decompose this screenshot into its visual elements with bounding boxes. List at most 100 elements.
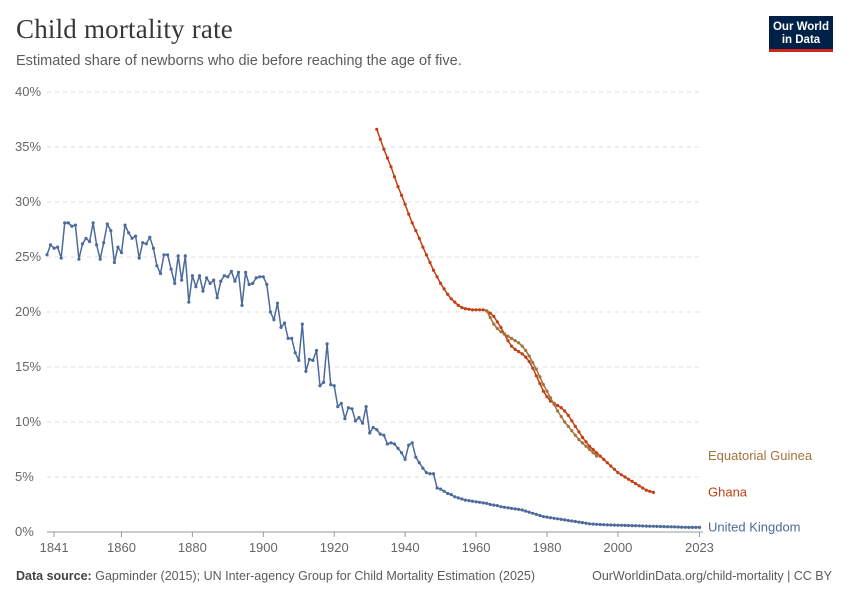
data-point-united-kingdom bbox=[470, 499, 475, 503]
x-axis-ticks: 1841 1860 1880 1900 1920 1940 1960 1980 2000 2023 bbox=[40, 532, 714, 555]
data-point-united-kingdom bbox=[148, 235, 152, 239]
data-point-equatorial-guinea bbox=[552, 402, 556, 406]
data-point-united-kingdom bbox=[563, 518, 567, 522]
data-point-united-kingdom bbox=[577, 520, 581, 524]
data-point-united-kingdom bbox=[63, 221, 67, 225]
owid-logo[interactable]: Our World in Data bbox=[769, 16, 833, 52]
data-point-equatorial-guinea bbox=[591, 451, 595, 455]
data-point-united-kingdom bbox=[658, 524, 663, 529]
data-point-ghana bbox=[573, 424, 577, 428]
x-tick-label: 1900 bbox=[249, 540, 278, 555]
data-point-united-kingdom bbox=[304, 369, 308, 373]
data-point-ghana bbox=[456, 303, 460, 307]
data-point-united-kingdom bbox=[552, 516, 556, 520]
data-point-ghana bbox=[403, 202, 407, 206]
data-point-united-kingdom bbox=[637, 524, 641, 528]
data-point-united-kingdom bbox=[389, 441, 393, 445]
data-point-united-kingdom bbox=[403, 457, 407, 461]
data-point-united-kingdom bbox=[697, 525, 702, 530]
series-label-united-kingdom[interactable]: United Kingdom bbox=[708, 519, 801, 534]
x-tick-label: 1920 bbox=[320, 540, 349, 555]
x-tick-label: 1860 bbox=[107, 540, 136, 555]
data-point-equatorial-guinea bbox=[563, 420, 567, 424]
data-point-united-kingdom bbox=[644, 524, 648, 528]
data-point-united-kingdom bbox=[619, 523, 624, 527]
data-point-united-kingdom bbox=[91, 221, 95, 225]
data-point-united-kingdom bbox=[538, 513, 542, 518]
data-point-united-kingdom bbox=[357, 416, 361, 420]
data-point-united-kingdom bbox=[407, 443, 411, 447]
data-point-united-kingdom bbox=[680, 525, 684, 529]
data-point-united-kingdom bbox=[428, 472, 432, 476]
data-point-ghana bbox=[463, 307, 467, 311]
data-point-ghana bbox=[616, 471, 620, 475]
data-point-equatorial-guinea bbox=[506, 334, 510, 338]
y-tick-label: 0% bbox=[15, 524, 34, 539]
series-labels: United Kingdom Ghana Equatorial Guinea bbox=[708, 448, 813, 534]
data-point-united-kingdom bbox=[392, 442, 397, 446]
grid-lines bbox=[47, 91, 703, 533]
data-point-united-kingdom bbox=[449, 493, 453, 497]
data-point-united-kingdom bbox=[77, 257, 81, 261]
data-point-united-kingdom bbox=[215, 296, 219, 300]
data-point-ghana bbox=[602, 457, 606, 461]
data-point-united-kingdom bbox=[694, 525, 698, 530]
data-point-equatorial-guinea bbox=[485, 309, 489, 313]
series-label-equatorial-guinea[interactable]: Equatorial Guinea bbox=[708, 448, 813, 463]
series-line-united-kingdom[interactable] bbox=[46, 222, 700, 529]
y-axis-ticks: 0% 5% 10% 15% 20% 25% 30% 35% 40% bbox=[15, 84, 41, 539]
data-point-ghana bbox=[598, 454, 602, 458]
data-point-ghana bbox=[407, 212, 411, 216]
data-point-equatorial-guinea bbox=[509, 336, 514, 340]
data-point-united-kingdom bbox=[541, 515, 546, 519]
data-point-equatorial-guinea bbox=[587, 447, 592, 452]
data-point-ghana bbox=[648, 489, 652, 493]
series-label-ghana[interactable]: Ghana bbox=[708, 484, 748, 499]
data-point-ghana bbox=[453, 300, 457, 304]
data-point-united-kingdom bbox=[524, 509, 528, 513]
data-point-united-kingdom bbox=[442, 489, 446, 493]
data-point-ghana bbox=[534, 374, 538, 378]
series-line-ghana[interactable] bbox=[376, 129, 654, 494]
data-point-united-kingdom bbox=[612, 523, 617, 527]
data-point-ghana bbox=[417, 236, 421, 240]
data-point-united-kingdom bbox=[584, 521, 588, 525]
data-point-ghana bbox=[382, 147, 386, 151]
data-point-united-kingdom bbox=[166, 253, 170, 257]
data-point-ghana bbox=[375, 127, 379, 131]
data-point-ghana bbox=[637, 484, 641, 488]
source-url-link[interactable]: OurWorldinData.org/child-mortality | CC … bbox=[592, 569, 832, 583]
data-point-united-kingdom bbox=[112, 260, 116, 265]
data-point-united-kingdom bbox=[623, 523, 627, 528]
data-point-united-kingdom bbox=[123, 223, 127, 227]
data-point-united-kingdom bbox=[336, 405, 340, 409]
y-tick-label: 30% bbox=[15, 194, 41, 209]
data-point-united-kingdom bbox=[435, 486, 439, 490]
data-point-united-kingdom bbox=[545, 515, 549, 519]
data-point-ghana bbox=[609, 464, 613, 468]
data-point-united-kingdom bbox=[431, 472, 436, 476]
data-point-equatorial-guinea bbox=[517, 341, 521, 345]
data-point-ghana bbox=[584, 440, 588, 444]
data-point-equatorial-guinea bbox=[545, 389, 549, 393]
x-tick-label: 1960 bbox=[462, 540, 491, 555]
data-point-united-kingdom bbox=[446, 491, 450, 496]
data-point-equatorial-guinea bbox=[573, 433, 577, 437]
data-point-ghana bbox=[545, 395, 549, 399]
data-point-equatorial-guinea bbox=[502, 332, 506, 336]
y-tick-label: 15% bbox=[15, 359, 41, 374]
data-point-united-kingdom bbox=[70, 224, 74, 228]
data-point-united-kingdom bbox=[102, 241, 106, 245]
data-point-united-kingdom bbox=[580, 521, 585, 525]
data-point-united-kingdom bbox=[424, 471, 428, 475]
x-tick-label: 2000 bbox=[603, 540, 632, 555]
data-point-equatorial-guinea bbox=[513, 339, 517, 343]
data-point-united-kingdom bbox=[602, 523, 606, 527]
data-point-united-kingdom bbox=[690, 525, 695, 530]
data-point-ghana bbox=[587, 444, 592, 448]
data-point-united-kingdom bbox=[158, 271, 163, 276]
data-point-united-kingdom bbox=[687, 525, 691, 530]
data-point-united-kingdom bbox=[290, 336, 294, 340]
data-point-united-kingdom bbox=[176, 254, 180, 258]
data-point-united-kingdom bbox=[339, 401, 343, 405]
